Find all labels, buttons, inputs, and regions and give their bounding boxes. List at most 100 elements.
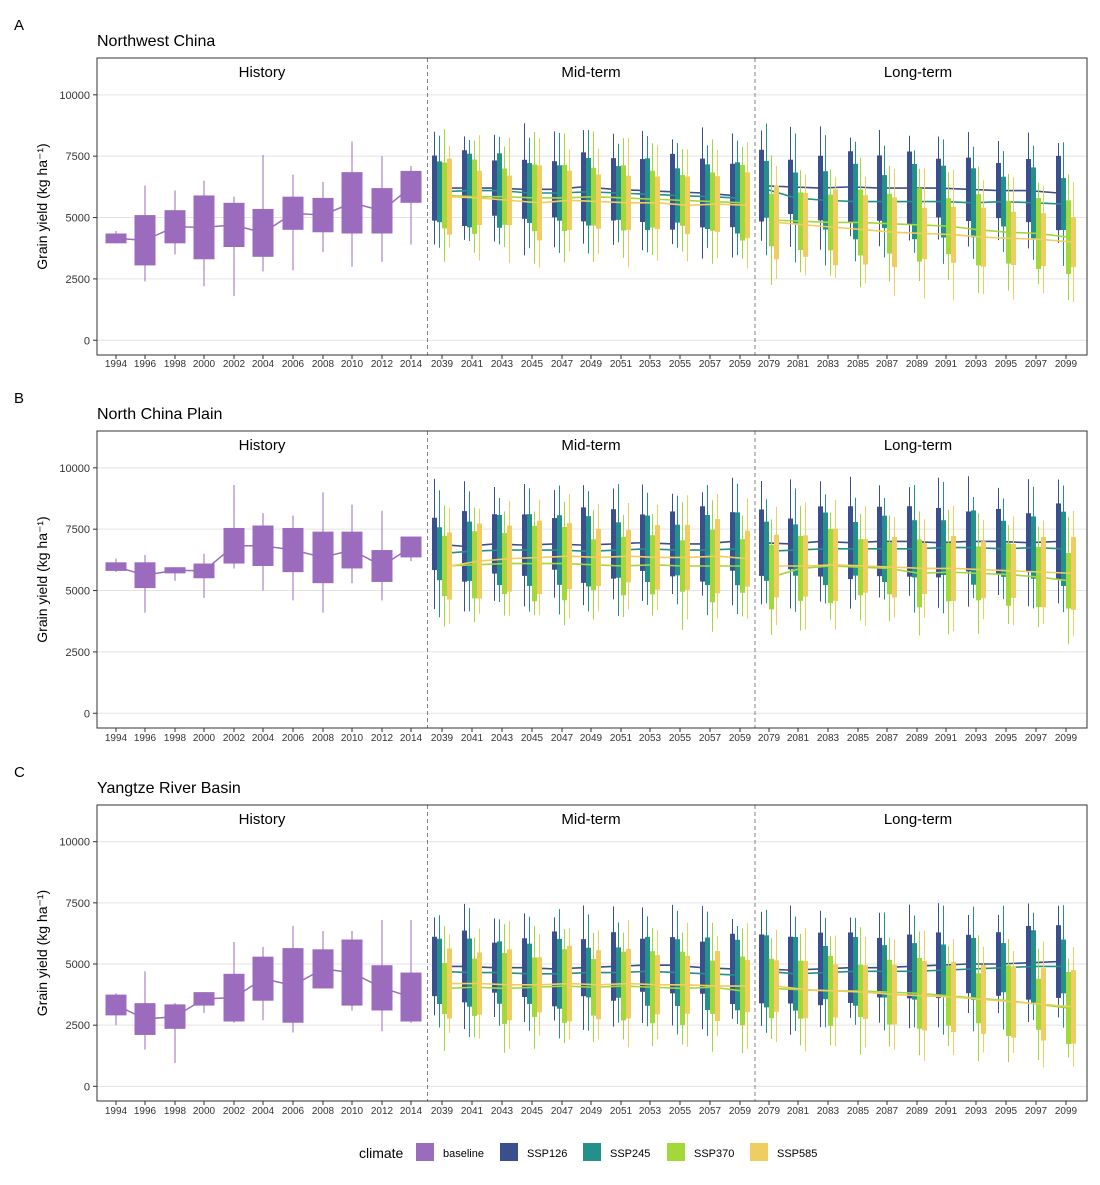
y-tick-label: 10000 [59, 463, 90, 475]
x-tick-label: 2039 [431, 359, 454, 370]
ssp126-point [670, 963, 675, 967]
y-tick-label: 0 [84, 335, 90, 347]
ssp370-point [532, 196, 537, 200]
ssp585-point [922, 566, 927, 571]
ssp585-point [1071, 571, 1076, 575]
x-tick-label: 2041 [461, 1106, 484, 1117]
ssp585-point [477, 559, 482, 563]
ssp245-point [705, 548, 710, 552]
x-tick-label: 2047 [551, 1106, 574, 1117]
y-tick-label: 7500 [66, 151, 90, 163]
x-tick-label: 2091 [935, 1106, 958, 1117]
x-tick-label: 2053 [639, 733, 662, 744]
ssp245-point [467, 970, 472, 975]
baseline-point [350, 548, 354, 552]
ssp585-point [685, 203, 690, 207]
legend-label: SSP370 [694, 1148, 734, 1160]
x-tick-label: 2079 [758, 1106, 781, 1117]
ssp370-point [621, 196, 626, 200]
period-label-mid-term: Mid-term [561, 64, 620, 81]
ssp245-point [527, 548, 532, 552]
ssp245-point [586, 549, 591, 553]
legend-label: SSP245 [610, 1148, 650, 1160]
ssp585-point [951, 566, 956, 571]
ssp585-point [1011, 1000, 1016, 1004]
x-tick-label: 2010 [341, 733, 364, 744]
x-tick-label: 2006 [282, 1106, 305, 1117]
ssp126-point [700, 542, 705, 546]
ssp126-point [522, 187, 527, 191]
period-label-long-term: Long-term [884, 64, 952, 81]
baseline-point [409, 995, 413, 999]
ssp370-point [532, 985, 537, 989]
x-tick-label: 2012 [371, 359, 394, 370]
ssp126-point [1056, 959, 1061, 964]
x-tick-label: 1998 [164, 359, 187, 370]
ssp370-point [740, 989, 745, 993]
ssp585-point [447, 195, 452, 199]
ssp585-point [626, 201, 631, 205]
ssp126-point [818, 967, 823, 971]
x-tick-label: 2079 [758, 359, 781, 370]
x-tick-label: 2045 [521, 733, 544, 744]
ssp585-point [655, 555, 660, 560]
ssp245-point [527, 972, 532, 976]
x-tick-label: 2087 [876, 359, 899, 370]
ssp370-point [828, 220, 833, 225]
ssp370-point [650, 985, 655, 989]
x-tick-label: 2014 [400, 359, 423, 370]
baseline-point [291, 983, 295, 988]
x-tick-label: 2049 [580, 1106, 603, 1117]
ssp126-point [759, 967, 764, 971]
ssp245-point [823, 198, 828, 202]
x-tick-label: 2097 [1025, 1106, 1048, 1117]
ssp585-point [863, 990, 868, 994]
ssp370-point [650, 197, 655, 201]
ssp245-point [735, 196, 740, 200]
ssp585-point [981, 235, 986, 239]
baseline-point [350, 201, 354, 205]
x-tick-label: 2008 [312, 1106, 335, 1117]
x-tick-label: 1994 [105, 733, 128, 744]
x-tick-label: 1996 [134, 733, 157, 744]
ssp370-point [472, 985, 477, 989]
ssp585-point [951, 233, 956, 237]
y-tick-label: 5000 [66, 213, 90, 225]
ssp585-point [803, 988, 808, 992]
ssp245-point [971, 967, 976, 971]
ssp245-point [1061, 202, 1066, 206]
x-tick-label: 2093 [965, 359, 988, 370]
ssp245-point [1031, 545, 1036, 550]
ssp126-point [730, 539, 735, 544]
ssp126-point [670, 190, 675, 194]
x-tick-label: 2055 [669, 733, 692, 744]
ssp245-point [764, 969, 769, 973]
x-tick-label: 2099 [1055, 359, 1078, 370]
ssp245-point [557, 972, 562, 976]
ssp585-point [447, 981, 452, 986]
ssp126-point [759, 541, 764, 545]
ssp370-point [502, 561, 507, 566]
x-tick-label: 2051 [610, 359, 633, 370]
x-tick-label: 2089 [906, 733, 929, 744]
ssp370-point [887, 990, 892, 994]
ssp245-point [1001, 199, 1006, 204]
ssp126-point [759, 184, 764, 188]
ssp245-point [437, 552, 442, 556]
x-tick-label: 2041 [461, 359, 484, 370]
ssp585-point [774, 220, 779, 225]
ssp370-point [442, 564, 447, 568]
ssp370-point [1006, 230, 1011, 234]
x-tick-label: 2039 [431, 1106, 454, 1117]
ssp370-point [562, 984, 567, 988]
ssp126-point [462, 186, 467, 190]
x-tick-label: 2085 [847, 733, 870, 744]
baseline-point [261, 231, 265, 235]
ssp126-point [848, 541, 853, 545]
ssp585-point [1041, 1002, 1046, 1006]
ssp126-point [552, 967, 557, 971]
legend-item-ssp245: SSP245 [583, 1143, 650, 1161]
ssp370-point [532, 561, 537, 566]
ssp585-point [1011, 569, 1016, 573]
y-tick-label: 5000 [66, 586, 90, 598]
